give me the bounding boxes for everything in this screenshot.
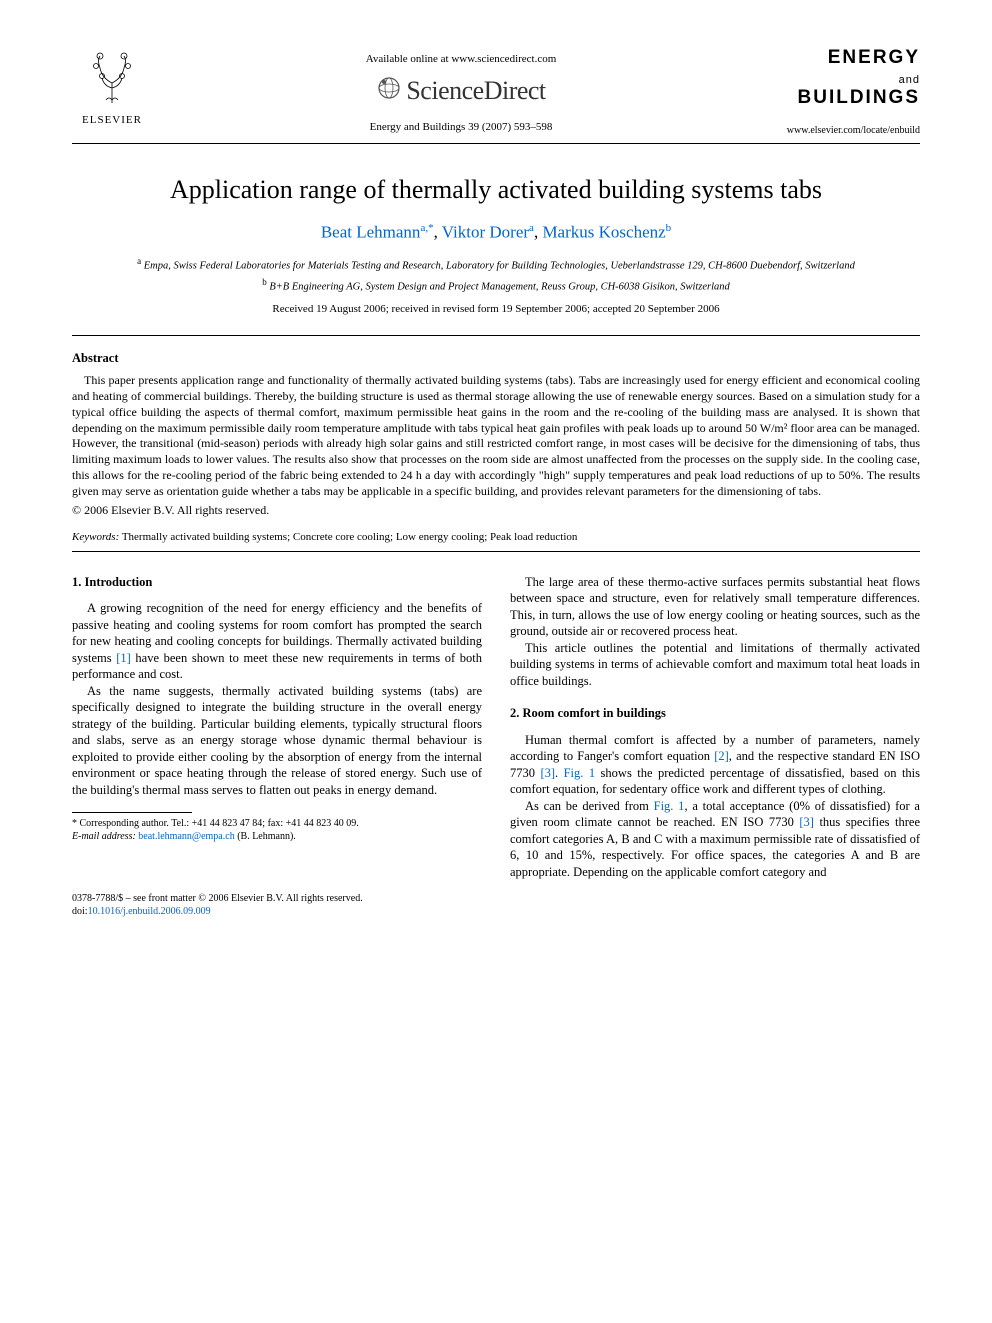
journal-url: www.elsevier.com/locate/enbuild: [770, 124, 920, 138]
footnote-rule: [72, 812, 192, 813]
keywords-label: Keywords:: [72, 531, 119, 543]
elsevier-tree-icon: [72, 48, 152, 111]
elsevier-logo: ELSEVIER: [72, 48, 152, 128]
journal-logo: ENERGY and BUILDINGS www.elsevier.com/lo…: [770, 48, 920, 137]
journal-name-and: and: [899, 74, 920, 86]
article-dates: Received 19 August 2006; received in rev…: [72, 302, 920, 317]
author-link-2[interactable]: Viktor Dorer: [442, 223, 529, 242]
footnote-email-link[interactable]: beat.lehmann@empa.ch: [138, 831, 234, 842]
fig-link-1[interactable]: Fig. 1: [564, 766, 596, 780]
issn-line: 0378-7788/$ – see front matter © 2006 El…: [72, 892, 920, 905]
column-left: 1. Introduction A growing recognition of…: [72, 574, 482, 881]
ref-link-2[interactable]: [2]: [714, 749, 729, 763]
doi-line: doi:10.1016/j.enbuild.2006.09.009: [72, 905, 920, 918]
journal-name-line1: ENERGY: [828, 47, 920, 68]
abstract-body: This paper presents application range an…: [72, 373, 920, 500]
sciencedirect-text: ScienceDirect: [406, 76, 545, 105]
sciencedirect-logo: ScienceDirect: [152, 73, 770, 111]
body-columns: 1. Introduction A growing recognition of…: [72, 574, 920, 881]
ref-link-3[interactable]: [3]: [540, 766, 555, 780]
journal-title: ENERGY and BUILDINGS: [770, 48, 920, 108]
available-online-text: Available online at www.sciencedirect.co…: [152, 52, 770, 67]
corresponding-author-footnote: * Corresponding author. Tel.: +41 44 823…: [72, 817, 482, 843]
abstract-heading: Abstract: [72, 350, 920, 367]
author-link-1[interactable]: Beat Lehmann: [321, 223, 421, 242]
author-link-3[interactable]: Markus Koschenz: [542, 223, 665, 242]
citation-line: Energy and Buildings 39 (2007) 593–598: [152, 120, 770, 135]
doi-link[interactable]: 10.1016/j.enbuild.2006.09.009: [88, 906, 211, 917]
header-center: Available online at www.sciencedirect.co…: [152, 48, 770, 135]
elsevier-label: ELSEVIER: [72, 113, 152, 128]
footnote-email-line: E-mail address: beat.lehmann@empa.ch (B.…: [72, 830, 482, 843]
fig-link-2[interactable]: Fig. 1: [654, 799, 685, 813]
section-2-para-2: As can be derived from Fig. 1, a total a…: [510, 798, 920, 881]
ref-link-1[interactable]: [1]: [116, 651, 131, 665]
divider-2: [72, 551, 920, 552]
abstract-text: This paper presents application range an…: [72, 373, 920, 500]
ref-link-3b[interactable]: [3]: [799, 815, 814, 829]
section-1-para-4: This article outlines the potential and …: [510, 640, 920, 690]
article-title: Application range of thermally activated…: [72, 172, 920, 207]
section-1-heading: 1. Introduction: [72, 574, 482, 591]
keywords-text: Thermally activated building systems; Co…: [119, 531, 577, 543]
footnote-corr: * Corresponding author. Tel.: +41 44 823…: [72, 817, 482, 830]
section-2-para-1: Human thermal comfort is affected by a n…: [510, 732, 920, 798]
keywords-line: Keywords: Thermally activated building s…: [72, 530, 920, 545]
affiliation-a: a Empa, Swiss Federal Laboratories for M…: [72, 255, 920, 274]
journal-name-line2: BUILDINGS: [798, 87, 921, 108]
section-2-heading: 2. Room comfort in buildings: [510, 705, 920, 722]
section-1-para-2: As the name suggests, thermally activate…: [72, 683, 482, 799]
doi-block: 0378-7788/$ – see front matter © 2006 El…: [72, 892, 920, 918]
sciencedirect-icon: [376, 75, 402, 110]
divider-1: [72, 335, 920, 336]
column-right: The large area of these thermo-active su…: [510, 574, 920, 881]
affiliation-b: b B+B Engineering AG, System Design and …: [72, 276, 920, 295]
abstract-copyright: © 2006 Elsevier B.V. All rights reserved…: [72, 502, 920, 518]
authors-line: Beat Lehmanna,*, Viktor Dorera, Markus K…: [72, 221, 920, 245]
page-header: ELSEVIER Available online at www.science…: [72, 48, 920, 144]
section-1-para-1: A growing recognition of the need for en…: [72, 600, 482, 683]
section-1-para-3: The large area of these thermo-active su…: [510, 574, 920, 640]
